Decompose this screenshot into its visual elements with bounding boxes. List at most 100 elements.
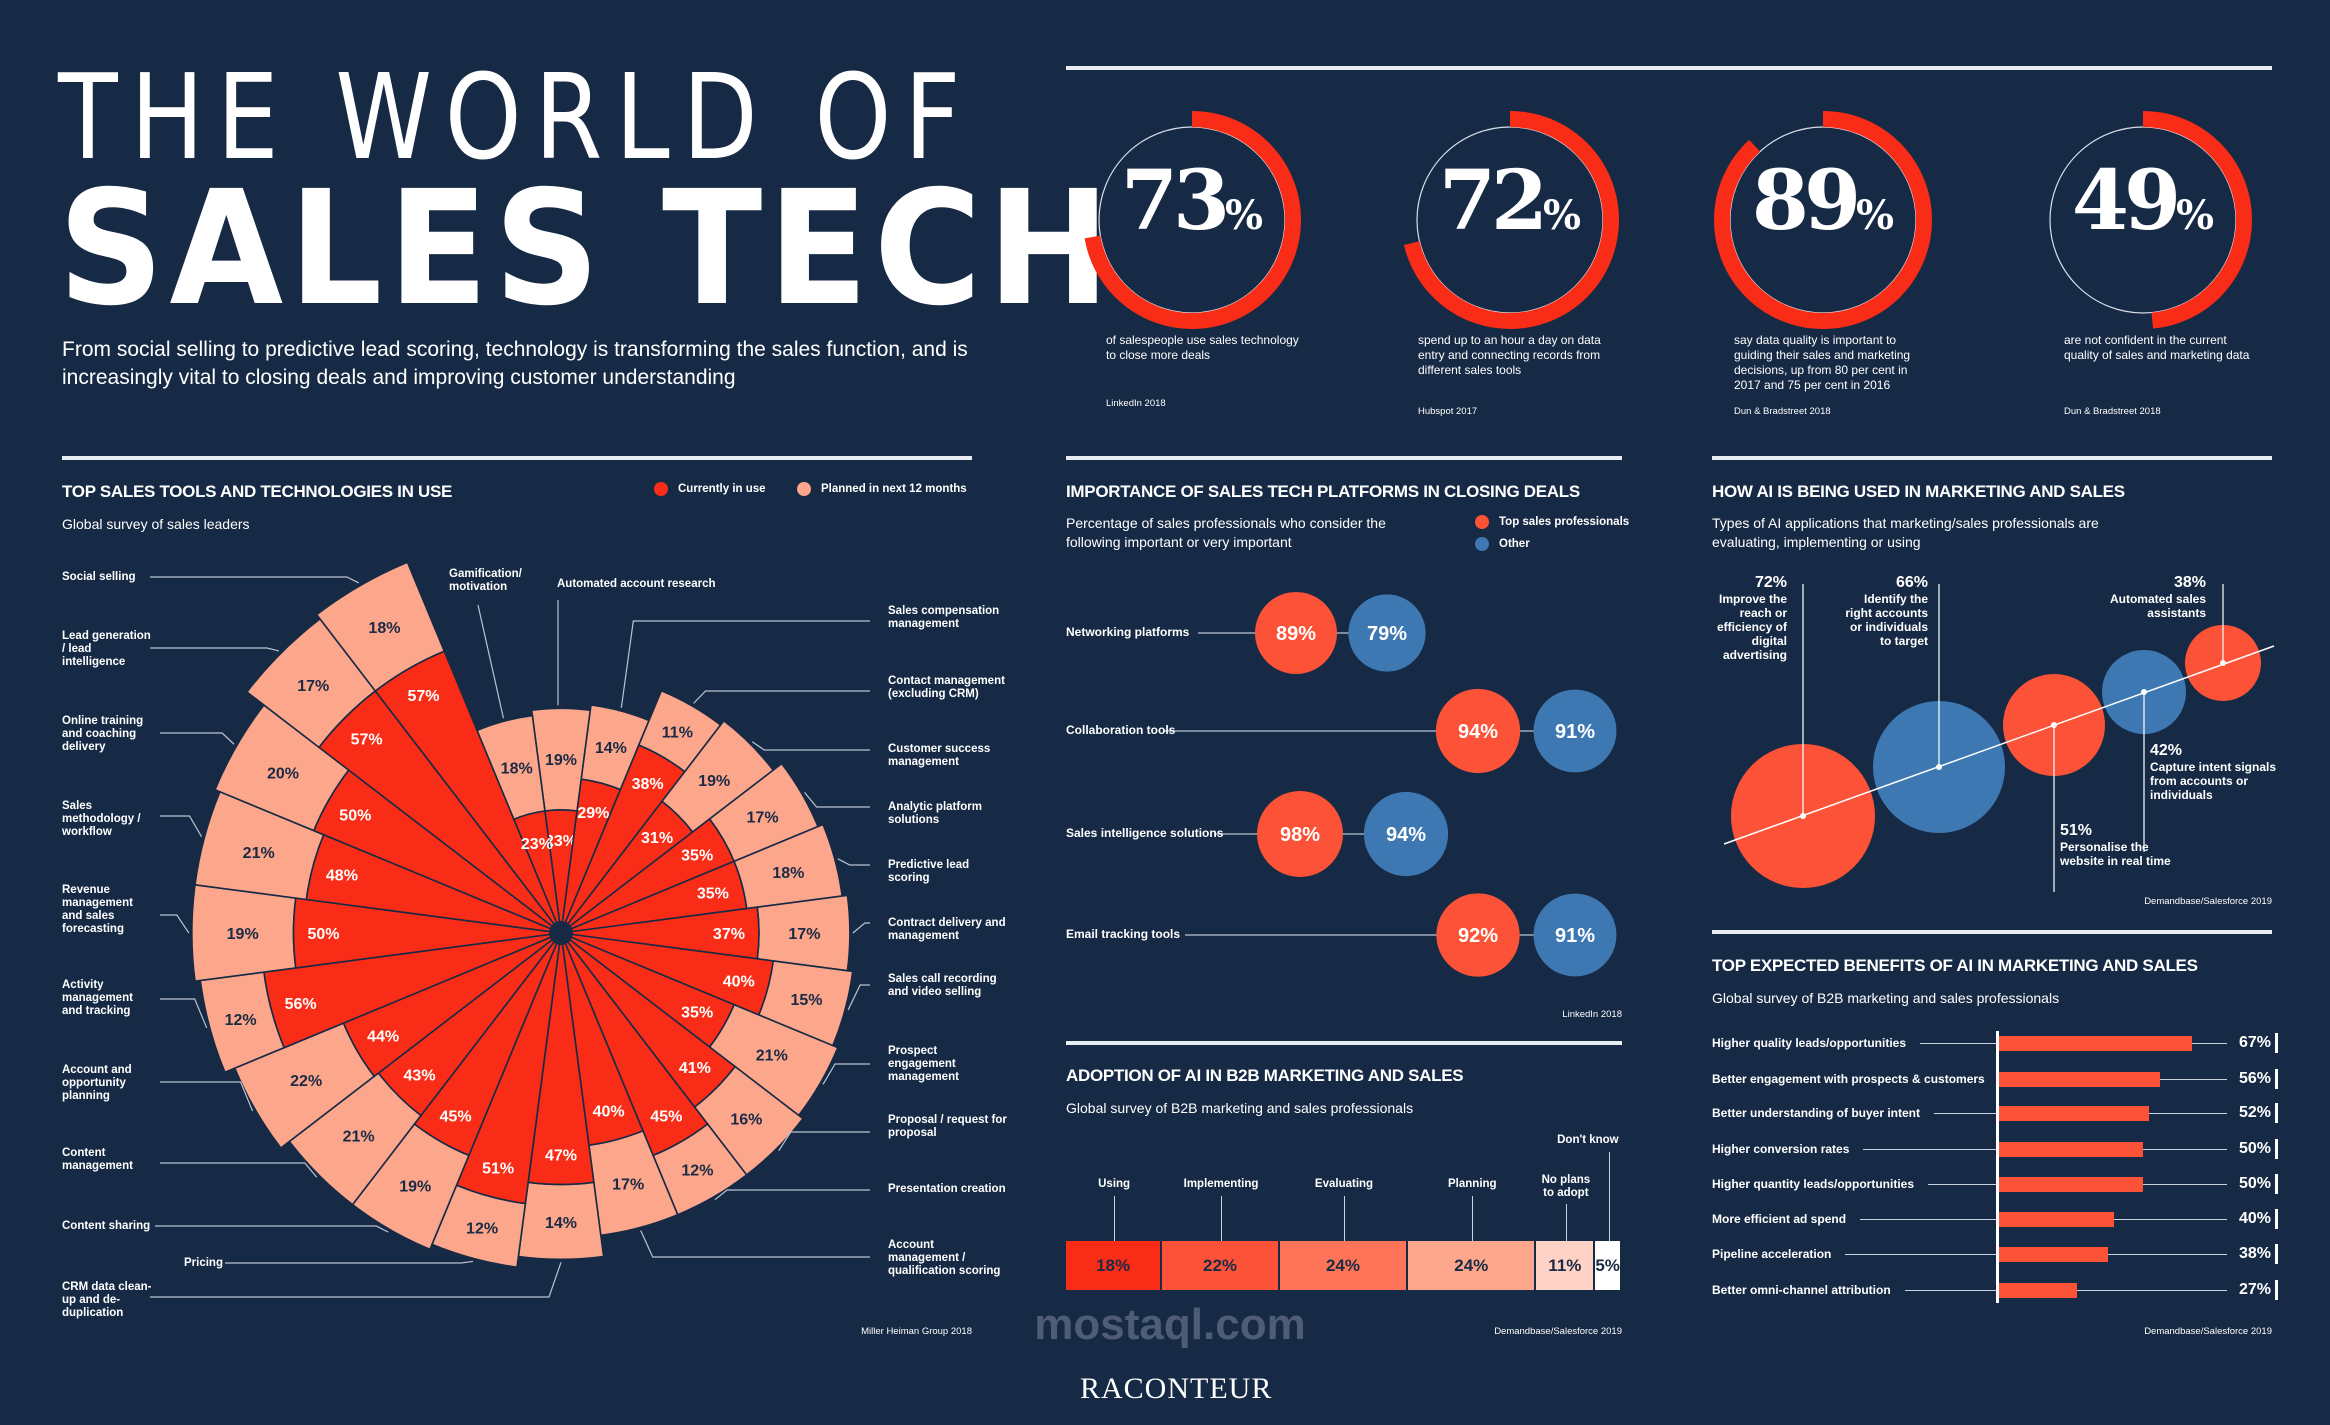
radial-chart-title: TOP SALES TOOLS AND TECHNOLOGIES IN USE — [62, 482, 453, 501]
current-value-label: 51% — [482, 1161, 514, 1178]
category-label: Account management / qualification scori… — [888, 1239, 1001, 1277]
benefit-value: 27% — [2238, 1281, 2271, 1298]
ring-fill — [2034, 111, 2252, 329]
other-dot — [1533, 689, 1617, 773]
category-label: Sales call recording and video selling — [888, 973, 997, 998]
stat-source: Hubspot 2017 — [1418, 406, 1478, 417]
planned-value-label: 19% — [227, 926, 259, 943]
leader-line — [160, 732, 235, 745]
adoption-title: ADOPTION OF AI IN B2B MARKETING AND SALE… — [1066, 1066, 1464, 1085]
stat-unit: % — [2176, 192, 2215, 239]
benefit-row: Higher conversion rates 50% — [1712, 1139, 2278, 1159]
benefit-label: Better engagement with prospects & custo… — [1712, 1072, 1985, 1086]
planned-value-label: 12% — [466, 1221, 498, 1238]
category-label: Contact management (excluding CRM) — [888, 675, 1005, 700]
planned-value-label: 22% — [290, 1073, 322, 1090]
current-value-label: 35% — [681, 1005, 713, 1022]
title-line-1: THE WORLD OF — [58, 48, 974, 186]
legend-swatch — [797, 482, 811, 496]
benefit-bar — [1999, 1142, 2143, 1157]
stat-description: say data quality is important to guiding… — [1734, 333, 1911, 392]
current-value-label: 37% — [713, 926, 745, 943]
legend-label: Currently in use — [678, 483, 766, 496]
current-value-label: 40% — [593, 1104, 625, 1121]
benefit-bar — [1999, 1212, 2115, 1227]
leader-line — [852, 922, 870, 934]
benefit-row: Better understanding of buyer intent 52% — [1712, 1103, 2278, 1123]
adoption-pointer-line — [1608, 1152, 1610, 1241]
chart-center — [549, 921, 573, 945]
ai-use-category: Automated sales assistants — [2109, 592, 2206, 620]
importance-chart: 89% 79% 94% 91% 98% 94% 92% 91% — [1164, 592, 1617, 977]
ai-use-source: Demandbase/Salesforce 2019 — [2144, 896, 2272, 907]
value-tick — [2275, 1280, 2278, 1300]
category-label: Lead generation / lead intelligence — [62, 630, 151, 668]
benefits-title: TOP EXPECTED BENEFITS OF AI IN MARKETING… — [1712, 956, 2198, 975]
stat-source: Dun & Bradstreet 2018 — [2064, 406, 2161, 417]
adoption-segment: 24% — [1408, 1241, 1537, 1290]
legend-top-sales: Top sales professionals — [1475, 515, 1629, 529]
current-value-label: 40% — [723, 974, 755, 991]
benefit-value: 56% — [2238, 1070, 2271, 1087]
benefit-value: 52% — [2238, 1104, 2271, 1121]
benefit-row: More efficient ad spend 40% — [1712, 1209, 2278, 1229]
category-label: CRM data clean-up and de-duplication — [62, 1281, 152, 1319]
ai-use-value: 66% — [1895, 574, 1928, 591]
row-label: Sales intelligence solutions — [1066, 826, 1224, 840]
other-dot — [1348, 594, 1426, 672]
planned-value-label: 17% — [788, 926, 820, 943]
leader-line — [640, 1230, 870, 1258]
stat-unit: % — [1543, 192, 1582, 239]
adoption-pointer-line — [1221, 1196, 1223, 1241]
divider — [1712, 930, 2272, 934]
benefit-row: Pipeline acceleration 38% — [1712, 1244, 2278, 1264]
legend-label: Planned in next 12 months — [821, 483, 967, 496]
legend-swatch — [1475, 537, 1489, 551]
planned-value-label: 21% — [343, 1128, 375, 1145]
leader-line — [160, 914, 190, 934]
benefit-row: Higher quantity leads/opportunities 50% — [1712, 1174, 2278, 1194]
stat-description: are not confident in the current quality… — [2064, 333, 2250, 362]
pointer-dot — [2051, 722, 2057, 728]
planned-value-label: 20% — [267, 766, 299, 783]
category-label: Presentation creation — [888, 1183, 1006, 1195]
raconteur-logo: RACONTEUR — [1080, 1372, 1273, 1405]
ai-use-label: 42% Capture intent signals from accounts … — [2150, 743, 2280, 803]
category-label: Automated account research — [557, 578, 716, 590]
stat-value: 89% — [1703, 160, 1943, 242]
other-dot — [1363, 791, 1449, 877]
dot-value-label: 91% — [1555, 925, 1595, 947]
stat-source: Dun & Bradstreet 2018 — [1734, 406, 1831, 417]
leader-line — [160, 1081, 254, 1112]
ai-use-category: Personalise the website in real time — [2060, 840, 2171, 868]
adoption-segment: 5% — [1595, 1241, 1622, 1290]
value-tick — [2275, 1069, 2278, 1089]
ai-use-value: 51% — [2060, 822, 2093, 839]
radial-source: Miller Heiman Group 2018 — [861, 1326, 972, 1337]
ai-use-category: Improve the reach or efficiency of digit… — [1716, 592, 1787, 662]
current-value-label: 29% — [577, 805, 609, 822]
leader-line — [620, 620, 870, 708]
leader-line — [847, 984, 870, 1011]
dot-value-label: 94% — [1386, 824, 1426, 846]
planned-value-label: 14% — [595, 740, 627, 757]
category-label: Customer success management — [888, 743, 991, 768]
current-value-label: 56% — [285, 996, 317, 1013]
pointer-dot — [2141, 689, 2147, 695]
adoption-category-label: Implementing — [1183, 1178, 1259, 1190]
current-value-label: 23% — [545, 833, 577, 850]
stat-source: LinkedIn 2018 — [1106, 398, 1166, 409]
row-label: Email tracking tools — [1066, 927, 1181, 941]
adoption-segment: 18% — [1066, 1241, 1163, 1290]
adoption-source: Demandbase/Salesforce 2019 — [1494, 1326, 1622, 1337]
benefit-bar — [1999, 1247, 2109, 1262]
planned-value-label: 18% — [501, 761, 533, 778]
top-sales-dot — [1255, 592, 1337, 674]
stat-unit: % — [1225, 192, 1264, 239]
leader-line — [150, 647, 280, 652]
category-label: Analytic platform solutions — [888, 801, 982, 826]
benefit-row: Better engagement with prospects & custo… — [1712, 1069, 2278, 1089]
legend-label: Top sales professionals — [1499, 516, 1630, 529]
adoption-category-label: Planning — [1448, 1178, 1497, 1190]
legend-swatch — [1475, 515, 1489, 529]
